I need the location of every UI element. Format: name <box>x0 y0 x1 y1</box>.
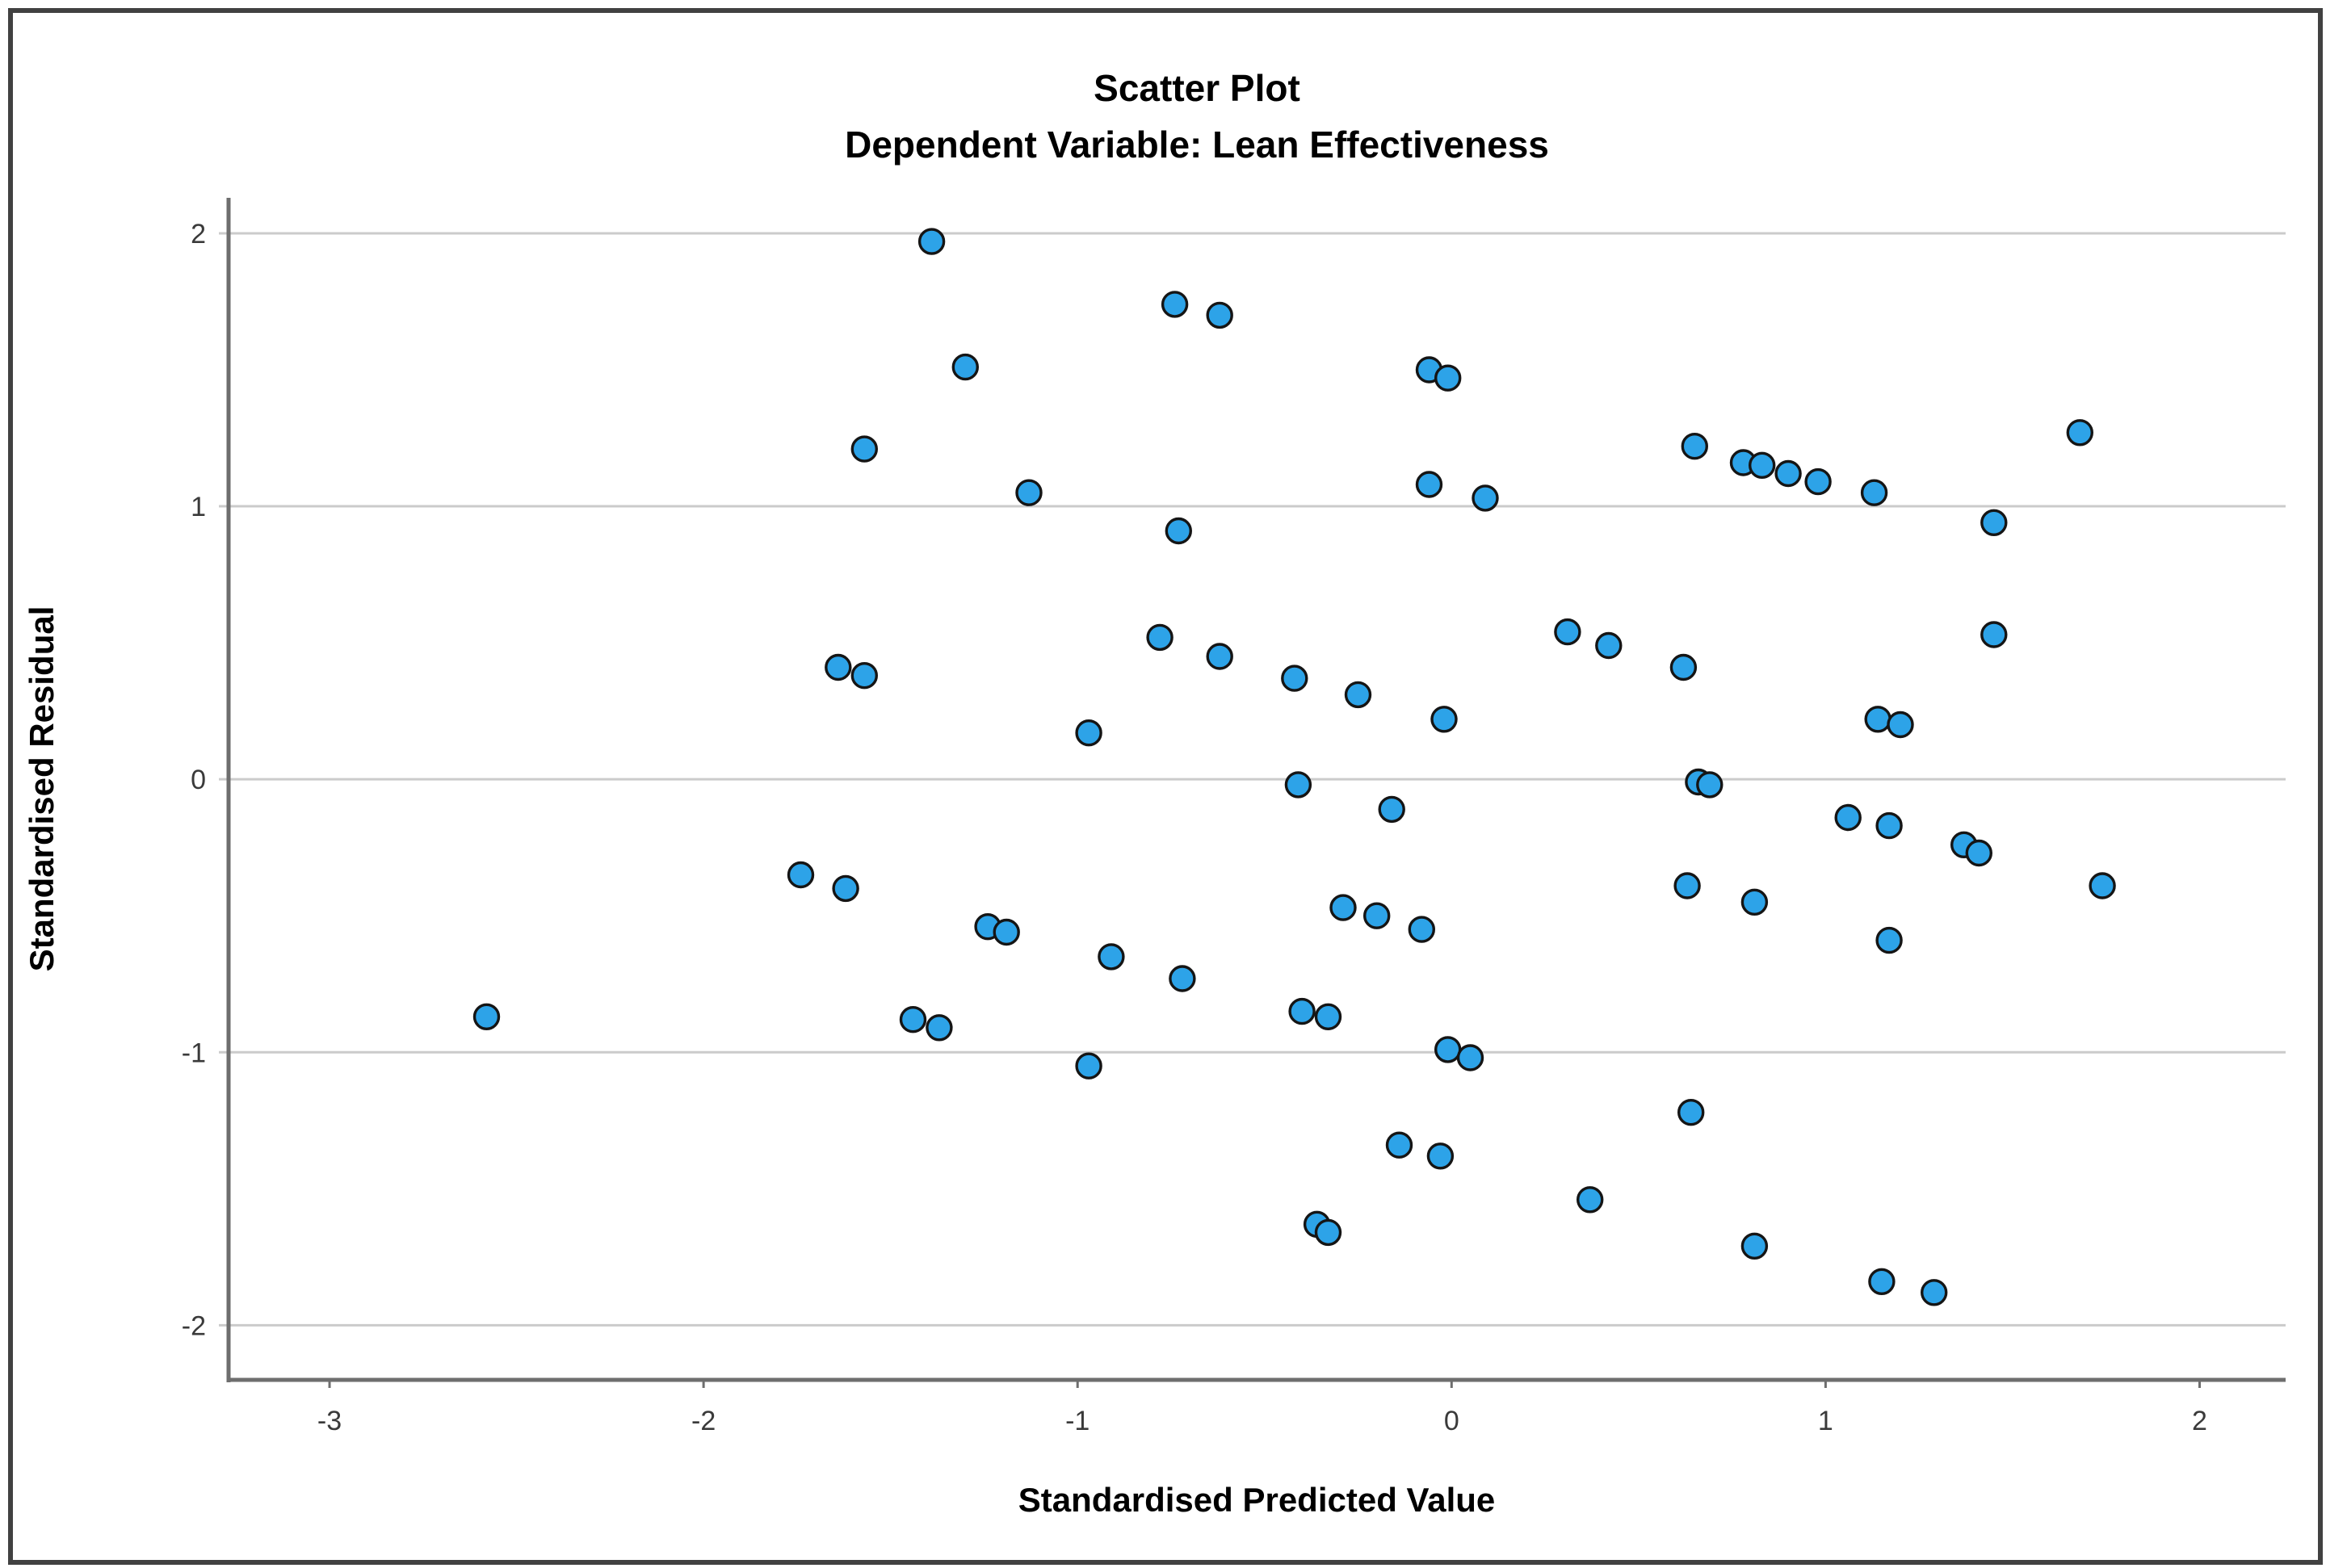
data-point <box>1740 1232 1769 1260</box>
x-tick-label: 0 <box>1444 1406 1459 1436</box>
data-point <box>850 435 879 463</box>
x-axis-title: Standardised Predicted Value <box>1018 1481 1496 1519</box>
data-point <box>1329 894 1357 921</box>
data-point <box>1015 479 1043 506</box>
data-point <box>1774 459 1802 488</box>
data-point <box>926 1014 953 1042</box>
data-point <box>1288 997 1316 1025</box>
chart-subtitle: Dependent Variable: Lean Effectiveness <box>845 124 1549 166</box>
chart-title-block: Scatter Plot Dependent Variable: Lean Ef… <box>34 60 2326 173</box>
data-point <box>1165 517 1193 545</box>
data-point <box>1864 706 1891 733</box>
data-point <box>1161 291 1189 318</box>
data-point <box>1281 665 1308 692</box>
x-tick-label: 2 <box>2192 1406 2207 1436</box>
data-point <box>850 662 879 690</box>
data-point <box>1875 811 1903 840</box>
data-point <box>1860 479 1888 506</box>
x-tick-label: -2 <box>691 1406 716 1436</box>
data-point <box>1206 643 1233 670</box>
data-point <box>1344 681 1372 709</box>
y-tick-label: 0 <box>191 765 206 795</box>
x-tick-label: -1 <box>1065 1406 1090 1436</box>
data-point <box>1920 1279 1948 1306</box>
chart-title: Scatter Plot <box>1094 67 1300 109</box>
data-point <box>787 861 815 889</box>
data-point <box>1875 926 1903 954</box>
data-point <box>1868 1268 1896 1296</box>
data-point <box>1206 301 1233 329</box>
data-point <box>1696 771 1724 799</box>
data-point <box>1887 711 1914 739</box>
data-point <box>899 1005 927 1033</box>
data-point <box>1434 364 1462 392</box>
data-point <box>832 874 859 903</box>
data-point <box>1075 719 1102 747</box>
data-point <box>1314 1003 1342 1031</box>
data-point <box>1965 839 1993 867</box>
data-point <box>951 353 980 381</box>
data-point <box>1146 623 1173 652</box>
data-point <box>1456 1044 1484 1071</box>
data-point <box>1169 965 1196 992</box>
data-point <box>1430 706 1458 733</box>
data-point <box>1426 1142 1455 1170</box>
data-point <box>1098 943 1125 971</box>
x-tick-label: 1 <box>1818 1406 1833 1436</box>
data-point <box>1673 872 1701 899</box>
data-point <box>825 653 852 681</box>
data-point <box>1472 484 1499 512</box>
data-point <box>1669 653 1698 681</box>
data-point <box>2066 419 2094 447</box>
data-point <box>1681 433 1709 460</box>
data-point <box>1075 1052 1102 1080</box>
data-point <box>1980 509 2008 536</box>
y-tick-label: -1 <box>182 1038 206 1068</box>
data-point <box>1554 618 1581 646</box>
data-point <box>1284 771 1312 799</box>
data-point <box>1576 1186 1604 1214</box>
data-point <box>472 1003 501 1031</box>
data-point <box>1748 451 1776 479</box>
data-point <box>1677 1098 1705 1126</box>
data-point <box>1434 1036 1462 1063</box>
data-point <box>1804 467 1832 496</box>
x-tick-label: -3 <box>317 1406 342 1436</box>
y-tick-label: 1 <box>191 492 206 522</box>
data-point <box>1980 621 2008 648</box>
data-point <box>1595 631 1623 660</box>
data-point <box>993 918 1020 946</box>
data-point <box>1740 888 1769 916</box>
y-tick-label: -2 <box>182 1310 206 1341</box>
data-point <box>1378 795 1405 824</box>
data-point <box>1415 471 1443 498</box>
data-point <box>1362 902 1391 929</box>
data-point <box>2089 872 2116 899</box>
data-point <box>1834 803 1862 832</box>
y-tick-label: 2 <box>191 219 206 249</box>
data-point <box>917 228 946 255</box>
data-point <box>1314 1218 1342 1247</box>
data-point <box>1408 916 1436 943</box>
data-point <box>1385 1131 1413 1159</box>
